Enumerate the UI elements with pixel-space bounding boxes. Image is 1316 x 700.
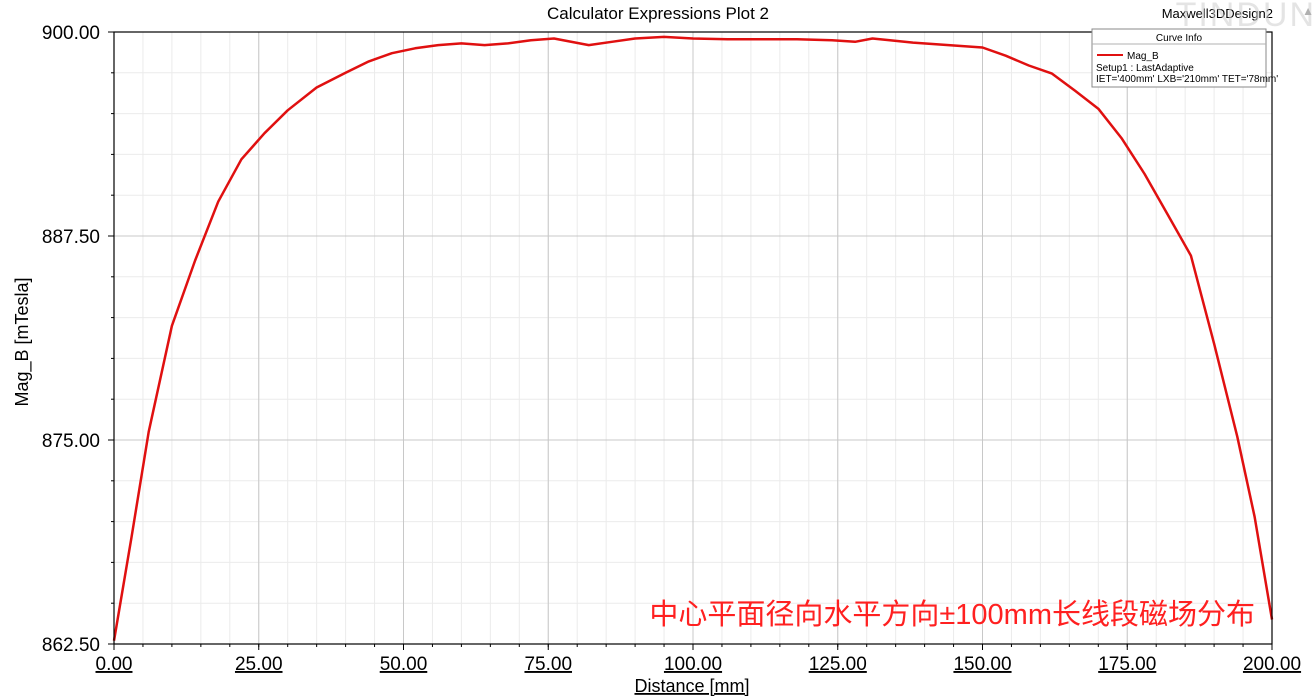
x-tick-label: 175.00 (1098, 654, 1156, 675)
corner-arrow-icon[interactable]: ▲ (1302, 4, 1314, 18)
x-tick-label: 0.00 (96, 654, 133, 675)
x-tick-label: 200.00 (1243, 654, 1301, 675)
axis-layer (108, 31, 1273, 650)
legend-series-name: Mag_B (1127, 51, 1159, 62)
x-tick-label: 150.00 (953, 654, 1011, 675)
x-tick-label: 50.00 (380, 654, 428, 675)
x-tick-label: 100.00 (664, 654, 722, 675)
series-line-mag-b[interactable] (112, 35, 1274, 641)
legend-setup-line: Setup1 : LastAdaptive (1096, 63, 1194, 74)
y-tick-label: 887.50 (42, 227, 100, 248)
x-axis-label: Distance [mm] (634, 676, 749, 696)
x-tick-labels: 0.00 25.00 50.00 75.00 100.00 125.00 150.00 175… (96, 654, 1302, 675)
design-name-label: Maxwell3DDesign2 (1162, 6, 1273, 21)
legend-box (1091, 28, 1267, 88)
legend-params-line: IET='400mm' LXB='210mm' TET='78mm' (1096, 74, 1278, 85)
watermark-logo: TINDUN (1175, 0, 1316, 34)
y-tick-label: 875.00 (42, 431, 100, 452)
x-tick-label: 25.00 (235, 654, 283, 675)
plot-frame (113, 31, 1273, 645)
chart-title: Calculator Expressions Plot 2 (547, 4, 769, 23)
x-tick-label: 125.00 (809, 654, 867, 675)
y-axis-label: Mag_B [mTesla] (12, 277, 33, 406)
chinese-annotation: 中心平面径向水平方向±100mm长线段磁场分布 (649, 598, 1255, 631)
legend[interactable]: Curve Info Mag_B Setup1 : LastAdaptive I… (1091, 28, 1278, 88)
x-tick-label: 75.00 (524, 654, 572, 675)
y-tick-labels: 862.50 875.00 887.50 900.00 (42, 23, 100, 656)
series-layer (112, 35, 1274, 641)
y-tick-label: 862.50 (42, 635, 100, 656)
y-tick-label: 900.00 (42, 23, 100, 44)
legend-header: Curve Info (1156, 33, 1203, 44)
